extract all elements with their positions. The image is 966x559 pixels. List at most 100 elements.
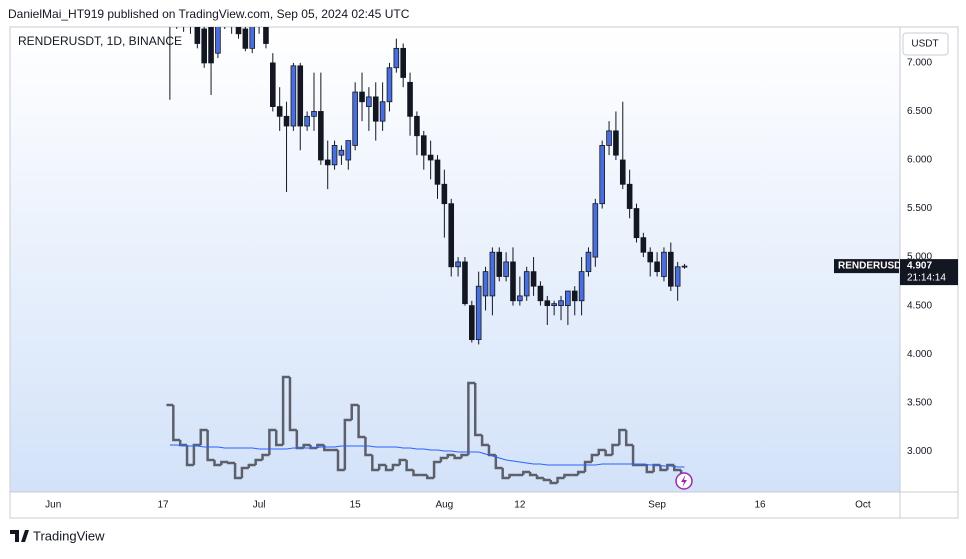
axes: 3.000 3.500 4.000 4.500 5.000 5.500 6.000 6.500… bbox=[45, 58, 932, 511]
candle-body bbox=[215, 27, 221, 54]
candle-body bbox=[242, 28, 249, 49]
candle-body bbox=[338, 149, 345, 156]
attribution: DanielMai_HT919 published on TradingView… bbox=[8, 7, 410, 21]
volume-step bbox=[508, 473, 517, 478]
candle-body bbox=[208, 27, 214, 64]
candle-body bbox=[633, 208, 640, 239]
volume-step bbox=[199, 428, 208, 445]
candle-body bbox=[331, 145, 338, 166]
candle-body bbox=[400, 47, 406, 78]
candle-body bbox=[592, 203, 599, 258]
candle-body bbox=[523, 271, 530, 297]
volume-step bbox=[336, 450, 345, 472]
candle-body bbox=[283, 115, 290, 127]
candle-body bbox=[537, 285, 544, 302]
volume-step bbox=[288, 377, 297, 432]
y-tick-label: 4.000 bbox=[907, 349, 932, 360]
y-tick-label: 6.500 bbox=[907, 106, 932, 117]
candle-body bbox=[462, 261, 468, 305]
volume-step bbox=[412, 470, 421, 477]
last-price: 4.907 bbox=[907, 261, 932, 272]
volume-step bbox=[302, 443, 311, 448]
volume-step bbox=[631, 445, 640, 467]
candle-body bbox=[544, 300, 551, 307]
volume-step bbox=[254, 458, 263, 465]
volume-step bbox=[268, 428, 277, 455]
volume-step bbox=[213, 460, 222, 467]
x-tick-label: Jun bbox=[45, 500, 61, 511]
volume-step bbox=[220, 460, 229, 465]
y-tick-label: 6.000 bbox=[907, 155, 932, 166]
volume-step bbox=[659, 465, 668, 472]
candle-body bbox=[318, 111, 324, 161]
candle-body bbox=[297, 65, 304, 127]
candle-body bbox=[441, 183, 448, 205]
candle-body bbox=[263, 27, 269, 44]
candle-body bbox=[434, 159, 441, 185]
volume-step bbox=[261, 453, 270, 460]
candle-body bbox=[530, 271, 537, 287]
volume-step bbox=[604, 450, 613, 457]
candle-body bbox=[414, 115, 420, 137]
candle-body bbox=[407, 81, 413, 117]
volume-step bbox=[494, 455, 503, 470]
volume-step bbox=[398, 458, 407, 465]
volume-step bbox=[624, 430, 634, 447]
candle-body bbox=[229, 24, 234, 26]
volume-step bbox=[206, 430, 215, 462]
y-tick-label: 4.500 bbox=[907, 300, 932, 311]
candle-body bbox=[249, 27, 256, 49]
candle-body bbox=[194, 27, 201, 44]
plot-area bbox=[166, 24, 688, 485]
last-tag: RENDERUSDT bbox=[838, 261, 907, 272]
volume-step bbox=[528, 472, 538, 477]
volume-step bbox=[384, 465, 393, 472]
candle-body bbox=[661, 251, 667, 277]
candle-body bbox=[345, 140, 352, 161]
candle-body bbox=[276, 106, 283, 117]
countdown: 21:14:14 bbox=[907, 273, 946, 284]
volume-step bbox=[371, 455, 380, 472]
volume-step bbox=[473, 383, 483, 437]
plot-background bbox=[10, 27, 900, 492]
candle-body bbox=[379, 101, 386, 122]
symbol-legend: RENDERUSDT, 1D, BINANCE bbox=[18, 34, 182, 48]
candle-body bbox=[448, 203, 455, 268]
candle-body bbox=[475, 285, 482, 340]
volume-step bbox=[583, 460, 592, 472]
last-tag-bg bbox=[834, 259, 899, 274]
currency-button[interactable] bbox=[902, 32, 949, 56]
x-tick-label: 12 bbox=[514, 500, 526, 511]
volume-step bbox=[535, 475, 544, 480]
volume-step bbox=[563, 473, 572, 478]
volume-step bbox=[357, 405, 366, 439]
candle-body bbox=[304, 115, 310, 127]
candle-body bbox=[571, 290, 578, 302]
candle-body bbox=[366, 96, 372, 108]
volume-ma-line bbox=[169, 444, 685, 468]
x-tick-label: 16 bbox=[754, 500, 766, 511]
volume-step bbox=[480, 435, 489, 447]
candle-body bbox=[599, 145, 605, 205]
candle-body bbox=[482, 271, 489, 297]
volume-step bbox=[597, 448, 606, 455]
logo-mark bbox=[10, 530, 29, 542]
x-tick-label: Jul bbox=[253, 500, 266, 511]
volume-step bbox=[522, 470, 531, 475]
candle-body bbox=[201, 28, 207, 64]
volume-step bbox=[364, 437, 373, 457]
x-tick-label: Oct bbox=[855, 500, 871, 511]
volume-step bbox=[425, 475, 435, 480]
candle-body bbox=[619, 159, 626, 185]
footer-brand: TradingView bbox=[33, 528, 105, 543]
candle-body bbox=[420, 135, 427, 156]
volume-step bbox=[350, 403, 359, 420]
candle-body bbox=[558, 300, 564, 307]
volume-step bbox=[377, 463, 387, 470]
candle-body bbox=[469, 305, 475, 340]
currency-label[interactable]: USDT bbox=[911, 39, 938, 50]
candle-body bbox=[352, 91, 358, 146]
candle-body bbox=[386, 67, 393, 103]
